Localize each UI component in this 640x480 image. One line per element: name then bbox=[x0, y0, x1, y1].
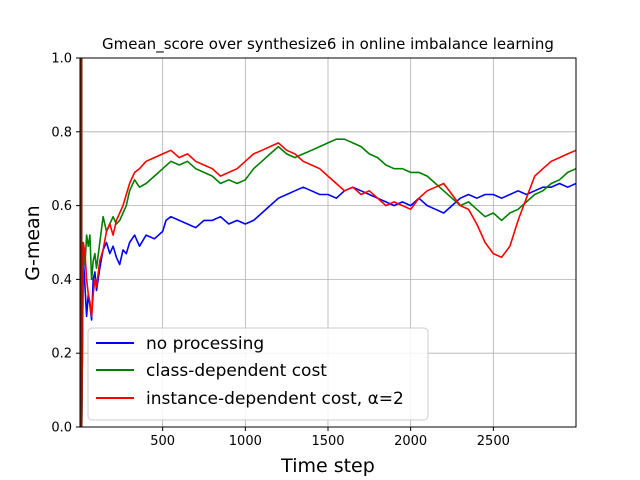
y-tick-label: 1.0 bbox=[51, 52, 72, 67]
y-axis-ticks: 0.0 0.2 0.4 0.6 0.8 1.0 bbox=[51, 52, 80, 436]
x-tick-label: 2500 bbox=[477, 434, 510, 449]
legend: no processing class-dependent cost insta… bbox=[87, 327, 429, 421]
x-tick-label: 1500 bbox=[311, 434, 344, 449]
y-tick-label: 0.8 bbox=[51, 125, 72, 140]
legend-box bbox=[87, 327, 429, 421]
y-tick-label: 0.6 bbox=[51, 199, 72, 214]
x-tick-label: 500 bbox=[150, 434, 175, 449]
legend-label-instance-dependent-cost: instance-dependent cost, α=2 bbox=[146, 389, 404, 409]
y-axis-label: G-mean bbox=[22, 205, 44, 280]
legend-label-no-processing: no processing bbox=[146, 334, 264, 354]
y-tick-label: 0.0 bbox=[51, 421, 72, 436]
x-tick-label: 2000 bbox=[394, 434, 427, 449]
series-line-instance-dependent-cost bbox=[80, 142, 577, 428]
legend-label-class-dependent-cost: class-dependent cost bbox=[146, 361, 327, 381]
series-lines bbox=[80, 138, 577, 428]
y-tick-label: 0.2 bbox=[51, 347, 72, 362]
chart-title: Gmean_score over synthesize6 in online i… bbox=[102, 35, 554, 54]
series-line-no-processing bbox=[80, 182, 577, 428]
x-axis-ticks: 500 1000 1500 2000 2500 bbox=[150, 427, 510, 449]
x-axis-label: Time step bbox=[280, 455, 375, 477]
x-tick-label: 1000 bbox=[229, 434, 262, 449]
y-tick-label: 0.4 bbox=[51, 273, 72, 288]
